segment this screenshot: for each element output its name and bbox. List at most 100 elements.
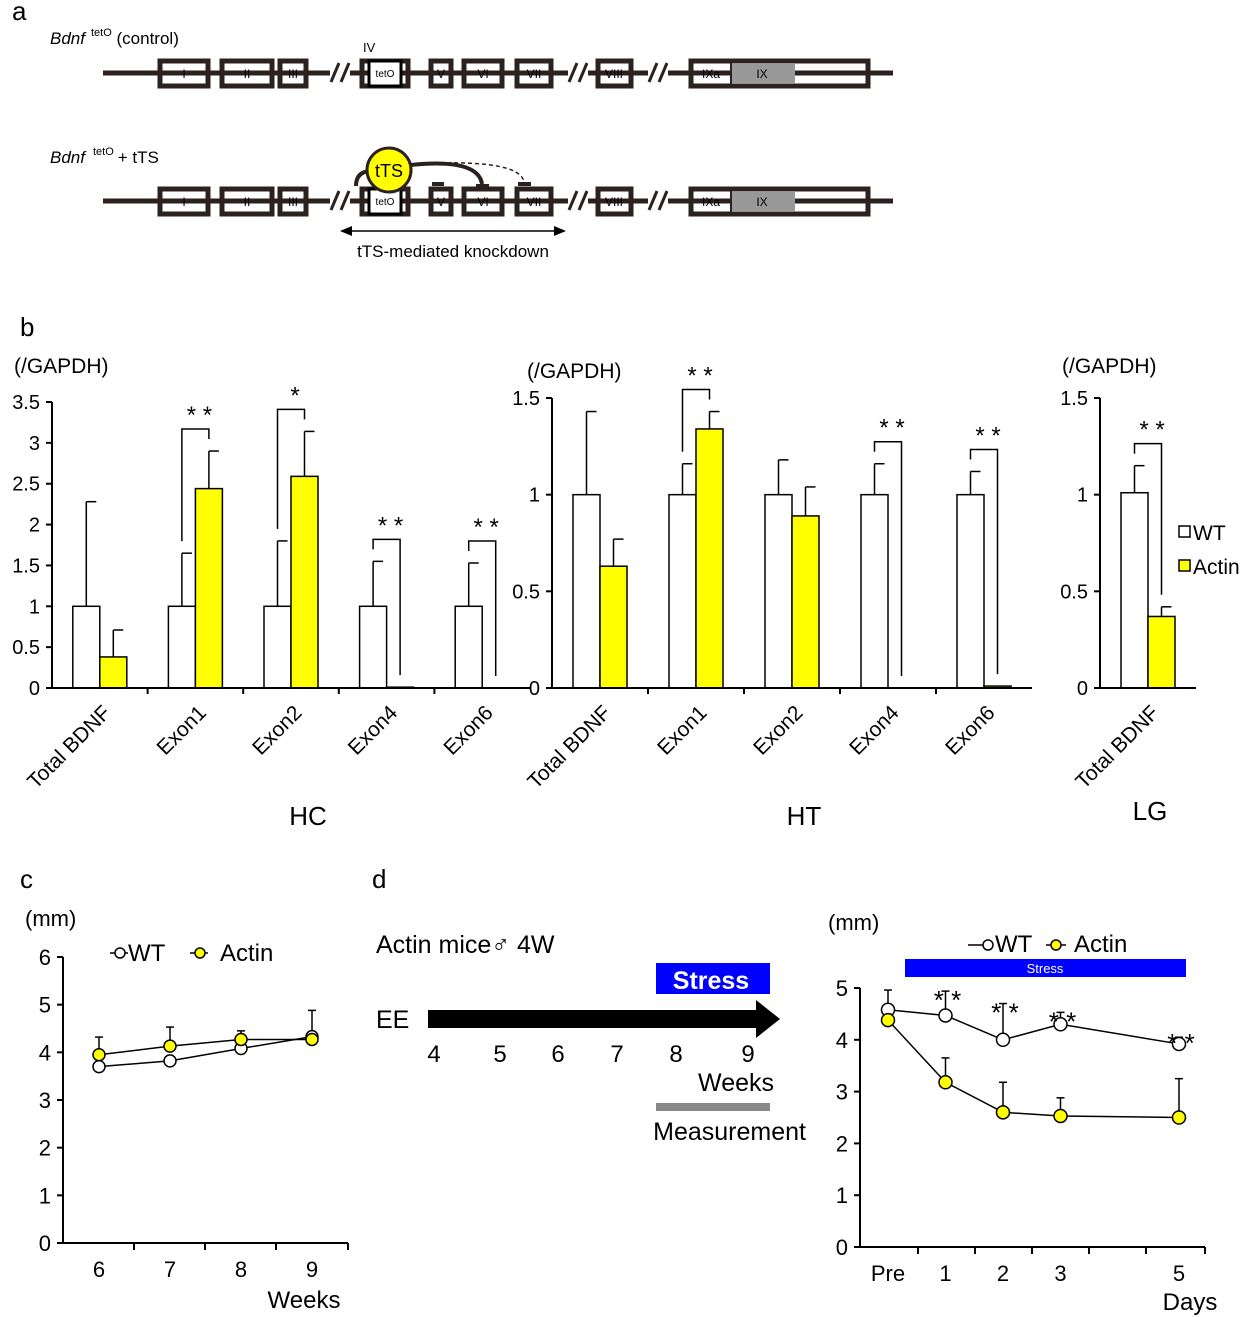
significance-label: * * (1049, 1006, 1076, 1036)
x-category-label: Exon4 (845, 701, 904, 760)
x-tick-label: 1 (939, 1261, 951, 1286)
ee-label: EE (376, 1006, 409, 1034)
significance-bracket (969, 448, 999, 675)
bar-wt (358, 605, 388, 689)
bars (572, 428, 1012, 689)
legend-swatch-wt (1178, 525, 1191, 538)
chart-title: HC (289, 801, 327, 831)
marker-wt (1171, 1036, 1187, 1052)
legend: WT Actin (968, 931, 1127, 958)
x-category-label: Exon1 (653, 701, 711, 759)
x-category-label: Exon2 (749, 701, 807, 759)
marker-wt (995, 1032, 1011, 1048)
legend-marker-wt (114, 947, 126, 959)
gene-diagram-tts: Bdnf tetO + tTS I II III tetO V VI VII VII… (50, 146, 893, 261)
exon-label: VII (527, 195, 542, 209)
weeks-label: Weeks (698, 1069, 774, 1097)
significance-bracket (681, 388, 711, 452)
white-gap (330, 188, 350, 214)
legend: WT Actin (110, 940, 273, 967)
exon-label: VIII (605, 67, 623, 81)
y-tick-label: 0 (29, 678, 40, 700)
legend-marker-actin (1050, 939, 1062, 951)
chart-title: LG (1133, 796, 1168, 826)
y-tick-label: 2 (29, 515, 40, 537)
stress-period-bar (905, 959, 1186, 977)
y-tick-label: 3.5 (12, 392, 40, 414)
marker-actin (938, 1075, 953, 1090)
knockdown-label: tTS-mediated knockdown (357, 242, 549, 261)
y-tick-label: 1 (29, 596, 40, 618)
exon-box (277, 58, 309, 89)
stress-label: Stress (673, 967, 749, 995)
x-tick-label: 5 (1173, 1261, 1185, 1286)
chart-c: (mm) WT Actin 0 1 2 3 4 5 6 6 7 8 9 Weeks (25, 906, 349, 1314)
x-tick-label: 7 (164, 1257, 176, 1282)
exon-box (461, 58, 505, 89)
exon-ix-fill (731, 64, 795, 83)
week-label: 7 (610, 1041, 623, 1068)
y-ticks: 0 0.5 1 1.5 2 2.5 3 3.5 (12, 392, 436, 700)
x-category-label: Total BDNF (1071, 701, 1163, 793)
legend-label-actin: Actin (1074, 931, 1127, 958)
exon-box (219, 186, 275, 217)
break-mark (577, 190, 589, 211)
tts-circle (365, 146, 413, 194)
error-bars (95, 1009, 316, 1055)
significance-label: * (290, 382, 299, 409)
bar-wt (860, 493, 889, 689)
y-axis-label: (mm) (25, 906, 76, 931)
gene-superscript: tetO (93, 146, 114, 158)
break-mark (339, 190, 351, 211)
measurement-label: Measurement (653, 1118, 806, 1146)
series-line-wt (887, 1009, 1180, 1045)
bar-wt (956, 493, 985, 689)
white-gap (648, 60, 668, 86)
error-bars (585, 410, 981, 567)
gene-diagram-control: Bdnf tetO (control) IV I II III tetO V VI… (50, 27, 893, 89)
significance-label: * * (1139, 417, 1164, 444)
marker-actin (163, 1039, 177, 1053)
exon-box (428, 186, 454, 217)
marker-wt (163, 1054, 177, 1068)
chart-lg: (/GAPDH) * * 0 0.5 1 1.5 Total BDNF LG WT A… (1060, 355, 1240, 826)
significance-label: * * (975, 422, 1000, 449)
marker-actin (305, 1032, 319, 1047)
gene-suffix: + tTS (118, 148, 159, 167)
bar-wt (668, 493, 697, 689)
exon-box (219, 58, 275, 89)
error-bars (884, 989, 1183, 1118)
chart-hc: (/GAPDH) * * * * * * * 0 0.5 1 1.5 2 2.5 3 3.5 Tot… (12, 355, 530, 831)
exon-label: VIII (605, 195, 623, 209)
y-tick-label: 0 (529, 678, 540, 700)
break-mark (339, 62, 351, 83)
x-category-label: Exon4 (344, 701, 403, 760)
exon-label: II (244, 67, 251, 81)
exon-box (461, 186, 505, 217)
panel-label-c: c (20, 864, 33, 894)
y-axis-label: (mm) (828, 910, 879, 935)
series-line-actin (887, 1019, 1180, 1119)
significance-label: * * (378, 512, 403, 539)
exon-label: IXa (702, 195, 720, 209)
exon-label: tetO (376, 197, 395, 208)
week-label: 6 (551, 1041, 564, 1068)
x-tick-label: 6 (93, 1257, 105, 1282)
significance-bracket (372, 538, 401, 676)
repression-arc-dashed (411, 162, 525, 183)
significance-label: * * (1167, 1028, 1194, 1058)
gene-title-control: Bdnf tetO (control) (50, 27, 179, 48)
significance-brackets: * * * * * * (681, 363, 1001, 676)
exon-label: I (182, 67, 185, 81)
exon-box (157, 58, 211, 89)
series-line-wt (98, 1035, 313, 1068)
significance-label: * * (687, 363, 712, 390)
y-tick-label: 1.5 (1060, 388, 1088, 410)
y-axis-label: (/GAPDH) (527, 360, 622, 383)
legend-label-actin: Actin (1193, 556, 1240, 579)
repression-arc-solid (409, 161, 484, 185)
marker-actin (234, 1032, 248, 1047)
y-ticks: 0 0.5 1 1.5 (512, 388, 937, 700)
significance-label: * * (187, 402, 212, 429)
